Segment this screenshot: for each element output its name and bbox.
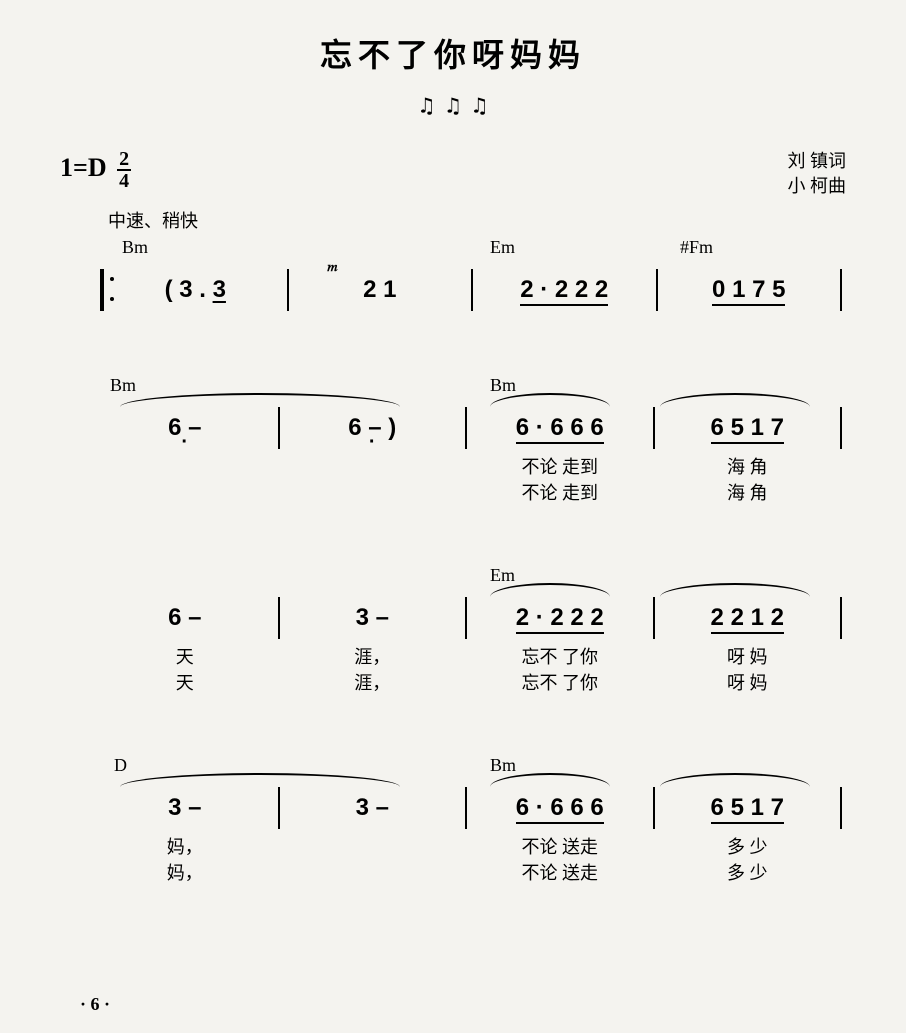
lyric-segment: 妈， [96, 859, 274, 885]
key-letter: D [88, 153, 107, 182]
lyrics-row: 不论 走到海 角 [60, 479, 846, 505]
lyric-segment [284, 479, 462, 505]
measure: 2 · 2 2 2 [477, 276, 652, 304]
measure: 2 · 2 2 2 [471, 604, 649, 632]
measure: 6 · 6 6 6 [471, 794, 649, 822]
barline [653, 787, 655, 829]
measure: 6 5 1 7 [659, 794, 837, 822]
measure: 6 – ) [284, 414, 462, 442]
barline [840, 787, 842, 829]
song-title: 忘不了你呀妈妈 [60, 30, 846, 76]
notes-row: 3 – 3 – 6 · 6 6 6 6 5 1 7 [60, 783, 846, 833]
chord-label: Bm [490, 755, 516, 776]
lyric-segment: 多 少 [659, 859, 837, 885]
lyric-segment: 涯， [284, 669, 462, 695]
lyric-segment: 天 [96, 669, 274, 695]
time-denominator: 4 [117, 171, 131, 191]
lyric-segment: 忘不 了你 [471, 669, 649, 695]
page-number: · 6 · [80, 994, 110, 1015]
lyric-segment: 海 角 [659, 453, 837, 479]
barline [465, 787, 467, 829]
chord-label: Bm [110, 375, 136, 396]
chord-row: Bm Em #Fm [60, 237, 846, 259]
barline [465, 597, 467, 639]
measure: ( 3 . 3 [108, 276, 283, 304]
lyric-segment: 呀 妈 [659, 643, 837, 669]
chord-label: Bm [490, 375, 516, 396]
lyrics-row: 妈， 不论 送走多 少 [60, 859, 846, 885]
chord-label: Bm [122, 237, 148, 258]
notes-row: 6 – 6 – ) 6 · 6 6 6 6 5 1 7 [60, 403, 846, 453]
key-prefix: 1= [60, 153, 88, 182]
barline [278, 597, 280, 639]
tempo-marking: 中速、稍快 [108, 207, 846, 233]
notes-row: ( 3 . 3 𝆐2 1 2 · 2 2 2 0 1 7 5 [60, 265, 846, 315]
lyrics-row: 天涯， 忘不 了你呀 妈 [60, 669, 846, 695]
barline [840, 269, 842, 311]
staff-line: DBm3 –3 –6 · 6 6 66 5 1 7妈，不论 送走多 少妈，不论 … [60, 755, 846, 885]
lyrics-row: 不论 走到海 角 [60, 453, 846, 479]
time-numerator: 2 [117, 149, 131, 171]
barline [471, 269, 473, 311]
barline [653, 597, 655, 639]
barline [465, 407, 467, 449]
barline [840, 407, 842, 449]
lyrics-row: 天涯， 忘不 了你呀 妈 [60, 643, 846, 669]
staff-line: Em6 –3 –2 · 2 2 22 2 1 2天涯，忘不 了你呀 妈天涯，忘不… [60, 565, 846, 695]
measure: 2 2 1 2 [659, 604, 837, 632]
subtitle-rhythm: ♫ ♫ ♫ [60, 94, 846, 119]
meta-row: 1=D 2 4 刘 镇词 小 柯曲 [60, 149, 846, 199]
notes-row: 6 – 3 – 2 · 2 2 2 2 2 1 2 [60, 593, 846, 643]
measure: 3 – [284, 794, 462, 822]
barline [653, 407, 655, 449]
lyricist: 刘 镇词 [788, 149, 847, 174]
repeat-open-bar [100, 269, 104, 311]
lyric-segment [96, 479, 274, 505]
credits: 刘 镇词 小 柯曲 [788, 149, 847, 199]
lyric-segment: 海 角 [659, 479, 837, 505]
staff-line: Bm Bm 6 – 6 – ) 6 · 6 6 6 6 5 1 7 不论 走到海 角不论 走… [60, 375, 846, 505]
lyric-segment: 妈， [96, 833, 274, 859]
measure: 0 1 7 5 [662, 276, 837, 304]
lyric-segment [284, 453, 462, 479]
lyric-segment: 不论 送走 [471, 833, 649, 859]
measure: 6 – [96, 414, 274, 442]
barline [656, 269, 658, 311]
lyric-segment [96, 453, 274, 479]
barline [278, 407, 280, 449]
measure: 6 – [96, 604, 274, 632]
lyric-segment [284, 859, 462, 885]
lyrics-row: 妈， 不论 送走多 少 [60, 833, 846, 859]
lyric-segment: 涯， [284, 643, 462, 669]
staff-line: Bm Em #Fm ( 3 . 3 𝆐2 1 2 · 2 2 2 0 1 7 5 [60, 237, 846, 315]
chord-label: #Fm [680, 237, 713, 258]
measure: 3 – [96, 794, 274, 822]
barline [840, 597, 842, 639]
chord-label: D [114, 755, 127, 776]
measure: 6 5 1 7 [659, 414, 837, 442]
lyric-segment: 不论 送走 [471, 859, 649, 885]
lyric-segment: 多 少 [659, 833, 837, 859]
lyric-segment: 忘不 了你 [471, 643, 649, 669]
chord-label: Em [490, 565, 515, 586]
lyric-segment: 天 [96, 643, 274, 669]
chord-label: Em [490, 237, 515, 258]
barline [278, 787, 280, 829]
lyric-segment: 呀 妈 [659, 669, 837, 695]
lyric-segment [284, 833, 462, 859]
barline [287, 269, 289, 311]
measure: 6 · 6 6 6 [471, 414, 649, 442]
composer: 小 柯曲 [788, 174, 847, 199]
lyric-segment: 不论 走到 [471, 453, 649, 479]
measure: 𝆐2 1 [293, 276, 468, 304]
lyric-segment: 不论 走到 [471, 479, 649, 505]
measure: 3 – [284, 604, 462, 632]
key-signature: 1=D 2 4 [60, 149, 131, 191]
